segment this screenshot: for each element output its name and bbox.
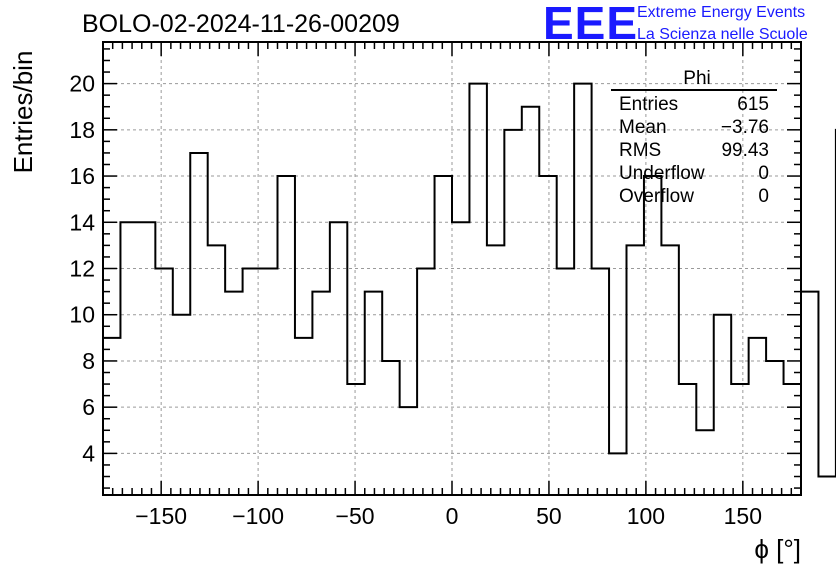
histogram-bin [644, 176, 661, 495]
y-tick-label: 8 [82, 348, 95, 374]
histogram-bin [382, 361, 399, 495]
histogram-bin [417, 269, 434, 496]
histogram-bin [225, 292, 242, 495]
x-tick-label: 100 [627, 503, 665, 529]
histogram-bin [522, 107, 539, 495]
stats-label: Overflow [619, 186, 694, 207]
histogram-bin [138, 222, 155, 495]
y-tick-label: 4 [82, 440, 95, 466]
histogram-bin [435, 176, 452, 495]
y-tick-label: 10 [69, 302, 95, 328]
histogram-bin [330, 222, 347, 495]
histogram-bin [400, 407, 417, 495]
eee-logo: EEE [543, 0, 639, 49]
histogram-bin [312, 292, 329, 495]
logo-subtitle-2: La Scienza nelle Scuole [637, 26, 808, 43]
histogram-bin [469, 84, 486, 495]
histogram-bin [120, 222, 137, 495]
stats-title: Phi [683, 68, 710, 89]
histogram-bin [173, 315, 190, 495]
histogram-bin [661, 245, 678, 495]
stats-value: 0 [758, 163, 769, 184]
chart-title: BOLO-02-2024-11-26-00209 [82, 10, 400, 38]
y-tick-label: 16 [69, 163, 95, 189]
x-axis-label: ϕ [°] [754, 534, 801, 564]
histogram-bin [818, 477, 835, 495]
y-tick-label: 14 [69, 209, 95, 235]
histogram-bin [609, 453, 626, 495]
histogram-bin [295, 338, 312, 495]
histogram-series [103, 82, 836, 496]
histogram-bin [627, 245, 644, 495]
histogram-bin [208, 245, 225, 495]
histogram-bin [696, 430, 713, 495]
histogram-bin [487, 245, 504, 495]
histogram-bin [260, 269, 277, 496]
stats-label: Entries [619, 94, 678, 115]
stats-label: RMS [619, 140, 661, 161]
histogram-bin [679, 384, 696, 495]
x-tick-label: −50 [336, 503, 375, 529]
x-tick-label: −100 [232, 503, 284, 529]
logo-subtitle-1: Extreme Energy Events [637, 4, 806, 21]
histogram-bin [592, 269, 609, 496]
y-tick-label: 18 [69, 117, 95, 143]
histogram-bin [452, 222, 469, 495]
histogram-bin [801, 292, 818, 495]
histogram-bin [574, 84, 591, 495]
stats-label: Mean [619, 117, 667, 138]
y-axis-label: Entries/bin [8, 51, 38, 174]
histogram-bin [714, 315, 731, 495]
histogram-bin [243, 269, 260, 496]
tick-labels: −150 −100 −50 0 50 100 150 4 6 8 10 12 14 16 18 20 [69, 71, 762, 529]
y-tick-label: 6 [82, 394, 95, 420]
histogram-bin [504, 130, 521, 495]
stats-value: 0 [758, 186, 769, 207]
histogram-bin [278, 176, 295, 495]
x-tick-label: 50 [536, 503, 562, 529]
histogram-bin [365, 292, 382, 495]
histogram-bin [190, 153, 207, 495]
histogram-bin [766, 361, 783, 495]
x-tick-label: −150 [135, 503, 187, 529]
histogram-bin [749, 338, 766, 495]
y-tick-label: 20 [69, 71, 95, 97]
x-tick-label: 0 [446, 503, 459, 529]
histogram-bin [784, 384, 801, 495]
histogram-bin [347, 384, 364, 495]
stats-value: 615 [737, 94, 769, 115]
x-tick-label: 150 [724, 503, 762, 529]
histogram-bin [557, 269, 574, 496]
stats-label: Underflow [619, 163, 705, 184]
stats-value: −3.76 [721, 117, 769, 138]
axes [102, 41, 802, 496]
histogram-bin [155, 269, 172, 496]
y-tick-label: 12 [69, 256, 95, 282]
histogram-outline [103, 82, 836, 478]
histogram-bin [731, 384, 748, 495]
histogram-bin [539, 176, 556, 495]
stats-value: 99.43 [721, 140, 769, 161]
